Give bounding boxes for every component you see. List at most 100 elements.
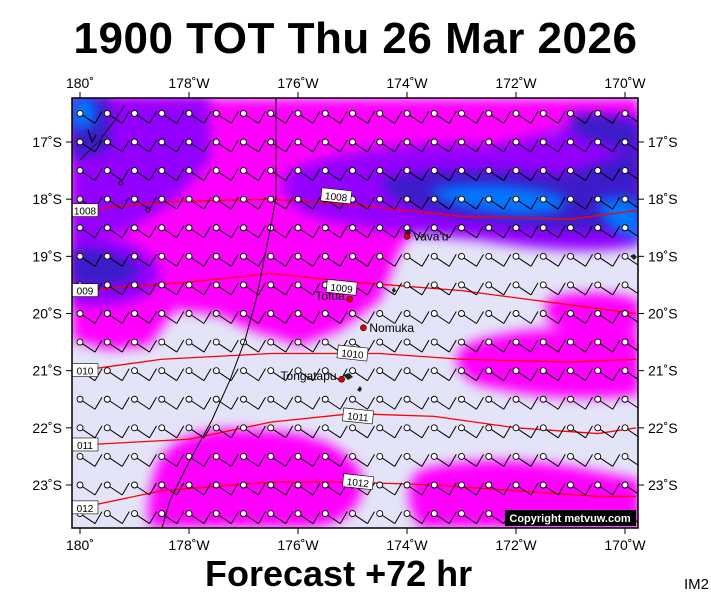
wind-station xyxy=(621,138,629,146)
wind-barb-flag xyxy=(121,311,130,324)
wind-barb-flag xyxy=(285,282,294,296)
wind-station xyxy=(240,310,247,317)
wind-barb-flag xyxy=(557,196,566,210)
wind-station xyxy=(349,138,356,146)
wind-station xyxy=(621,109,629,117)
wind-barb-flag xyxy=(394,454,403,467)
lon-label-top: 178˚W xyxy=(168,75,210,91)
wind-station xyxy=(240,109,247,117)
wind-barb-flag xyxy=(121,454,130,467)
wind-station xyxy=(539,395,547,403)
wind-station xyxy=(158,195,166,203)
wind-station xyxy=(103,109,111,117)
wind-barb-flag xyxy=(557,139,566,153)
wind-station xyxy=(267,338,275,346)
isobar-edge-label: 1008 xyxy=(74,207,97,218)
wind-barb-flag xyxy=(149,511,157,524)
isobar-labels: 1008 1008 1009 009 1010 010 1011 011 1012 012 xyxy=(72,187,374,515)
wind-station xyxy=(103,224,111,232)
wind-station xyxy=(294,395,302,403)
wind-station xyxy=(430,195,438,203)
wind-station xyxy=(512,481,520,489)
wind-station xyxy=(131,109,138,117)
wind-barb-flag xyxy=(230,368,239,381)
wind-station xyxy=(512,195,520,203)
wind-station xyxy=(294,252,302,260)
wind-station xyxy=(76,252,84,260)
wind-station xyxy=(158,481,166,489)
wind-station xyxy=(621,252,629,260)
lon-label-top: 180˚ xyxy=(66,75,94,91)
wind-station xyxy=(376,281,384,289)
wind-barb-flag xyxy=(203,254,212,267)
wind-station xyxy=(294,452,302,460)
copyright-text: Copyright metvuw.com xyxy=(509,513,630,525)
wind-station xyxy=(158,167,166,175)
wind-barb-flag xyxy=(230,225,239,239)
wind-station xyxy=(294,109,302,117)
wind-station xyxy=(103,167,111,175)
wind-station xyxy=(376,367,384,375)
wind-barb-flag xyxy=(557,482,566,496)
wind-barb-flag xyxy=(367,254,375,267)
wind-barb-flag xyxy=(285,425,294,439)
wind-station xyxy=(321,338,329,346)
wind-station xyxy=(321,395,329,403)
wind-barb-flag xyxy=(585,111,593,124)
wind-station xyxy=(103,395,111,403)
wind-station xyxy=(349,167,356,175)
wind-barb-flag xyxy=(121,511,130,524)
wind-station xyxy=(158,138,166,146)
wind-station xyxy=(567,224,574,232)
wind-station xyxy=(158,424,166,432)
lat-label-left: 20˚S xyxy=(32,306,62,322)
wind-station xyxy=(403,281,411,289)
wind-barb-flag xyxy=(476,139,484,153)
wind-barb-flag xyxy=(557,168,566,181)
isobar-edge-label: 011 xyxy=(77,441,93,452)
wind-barb-flag xyxy=(394,139,403,153)
wind-barb-flag xyxy=(203,196,212,210)
wind-station xyxy=(403,338,411,346)
wind-barb-flag xyxy=(585,454,593,467)
wind-barb-flag xyxy=(121,339,130,353)
wind-station xyxy=(539,452,547,460)
wind-barb-flag xyxy=(585,339,593,353)
place-marker xyxy=(403,233,411,240)
wind-barb-flag xyxy=(476,396,484,410)
wind-station xyxy=(76,310,84,317)
isobar-edge-label-box xyxy=(72,283,99,297)
lat-label-right: 20˚S xyxy=(648,306,678,322)
wind-barb-flag xyxy=(203,482,212,496)
lat-label-left: 22˚S xyxy=(32,420,62,436)
wind-barb-flag xyxy=(585,311,593,324)
wind-barb-flag xyxy=(258,139,266,153)
wind-barb-flag xyxy=(585,482,593,496)
wind-barb-flag xyxy=(448,368,457,381)
wind-station xyxy=(594,224,602,232)
wind-station xyxy=(621,481,629,489)
wind-station xyxy=(567,167,574,175)
wind-barb-flag xyxy=(339,311,348,324)
wind-barb-flag xyxy=(557,454,566,467)
wind-station xyxy=(403,395,411,403)
wind-station xyxy=(76,167,84,175)
wind-station xyxy=(158,452,166,460)
wind-station xyxy=(458,138,465,146)
wind-station xyxy=(349,510,356,518)
wind-barb-flag xyxy=(503,139,512,153)
wind-station xyxy=(240,481,247,489)
wind-barb-flag xyxy=(530,111,539,124)
wind-barb-flag xyxy=(394,339,403,353)
wind-station xyxy=(594,109,602,117)
wind-station xyxy=(185,424,193,432)
wind-barb-flag xyxy=(503,368,512,381)
wind-barb-flag xyxy=(176,396,185,410)
wind-barb-flag xyxy=(312,311,321,324)
wind-barb-flag xyxy=(285,139,294,153)
wind-station xyxy=(621,167,629,175)
wind-station xyxy=(485,281,493,289)
wind-station xyxy=(621,310,629,317)
wind-station xyxy=(185,252,193,260)
